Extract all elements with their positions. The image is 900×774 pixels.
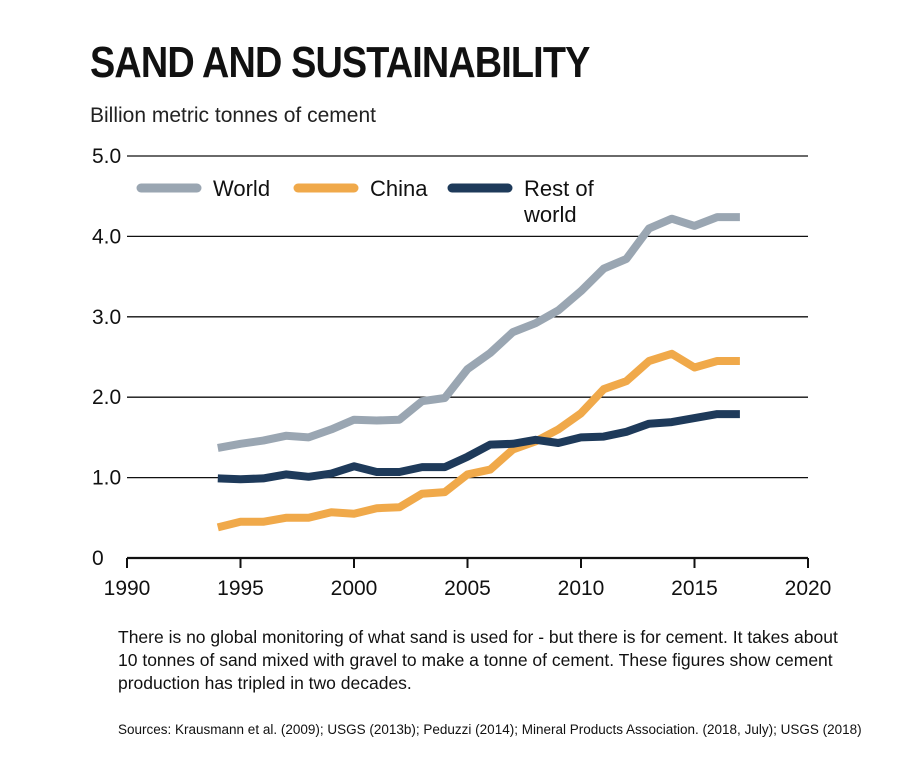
x-tick-label: 2005	[444, 577, 491, 600]
chart-sources: Sources: Krausmann et al. (2009); USGS (…	[118, 722, 862, 737]
cement-production-chart: 0 1.0 2.0 3.0 4.0 5.0 1990 1995 2000 2005 2010 201…	[92, 145, 832, 600]
y-tick-label: 4.0	[92, 225, 121, 248]
series-line-world	[217, 213, 740, 452]
series-line-rest-of-world	[217, 410, 740, 484]
series-lines	[216, 213, 740, 532]
gridlines	[127, 155, 808, 479]
legend-label-world: World	[213, 176, 270, 201]
x-axis: 1990 1995 2000 2005 2010 2015 2020	[104, 556, 832, 600]
x-tick-label: 2015	[671, 577, 718, 600]
chart-caption: There is no global monitoring of what sa…	[118, 627, 838, 693]
y-tick-label: 1.0	[92, 467, 121, 490]
legend-label-rest-of-world: Rest of world	[523, 176, 595, 227]
y-tick-label: 5.0	[92, 145, 121, 168]
x-tick-label: 2020	[785, 577, 832, 600]
y-tick-label: 0	[92, 547, 104, 570]
y-axis-ticks: 0 1.0 2.0 3.0 4.0 5.0	[92, 145, 121, 570]
chart-title: SAND AND SUSTAINABILITY	[90, 38, 590, 87]
legend-label-china: China	[370, 176, 428, 201]
series-line-china	[216, 349, 740, 532]
y-tick-label: 2.0	[92, 386, 121, 409]
chart-subtitle: Billion metric tonnes of cement	[90, 104, 376, 127]
x-tick-label: 2000	[331, 577, 378, 600]
y-tick-label: 3.0	[92, 306, 121, 329]
x-tick-label: 1995	[217, 577, 264, 600]
legend: World China Rest of world	[136, 176, 595, 227]
x-tick-label: 1990	[104, 577, 151, 600]
x-tick-label: 2010	[558, 577, 605, 600]
